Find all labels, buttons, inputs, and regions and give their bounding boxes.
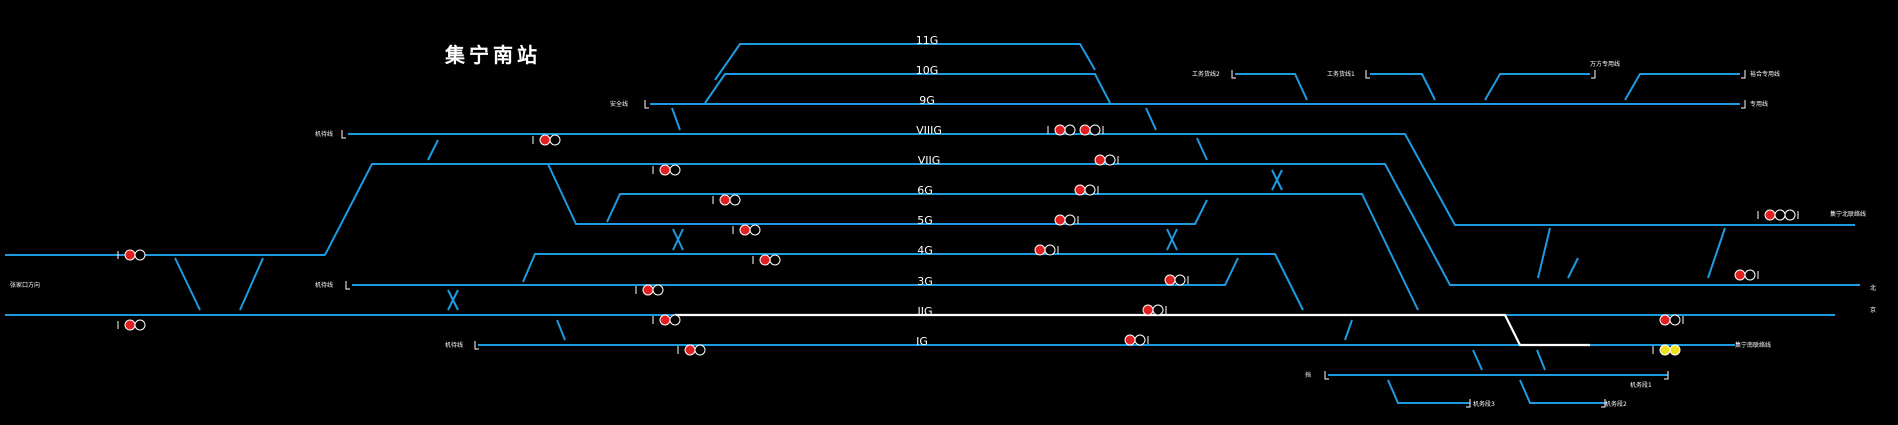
- signal-22[interactable]: [1047, 124, 1076, 136]
- label-zhuanyong: 专用线: [1750, 100, 1768, 108]
- label-10G: 10G: [916, 64, 939, 77]
- label-dang: 挡: [1305, 371, 1311, 379]
- line-labels: 安全线 机待线 机待线 机待线 张家口方向 工务货线2 工务货线1 万方专用线 …: [10, 60, 1876, 408]
- signal-11[interactable]: [1079, 124, 1104, 136]
- label-gongwu1: 工务货线1: [1327, 70, 1355, 78]
- track-VIIG[interactable]: [324, 163, 1860, 286]
- label-jidiao3: 机务段3: [1473, 400, 1495, 408]
- track-wanfang[interactable]: [1484, 73, 1590, 101]
- label-anquan: 安全线: [610, 100, 628, 108]
- signal-6[interactable]: [732, 224, 761, 236]
- signals: [117, 124, 1799, 356]
- label-6G: 6G: [917, 184, 933, 197]
- label-IG: IG: [916, 335, 928, 348]
- label-jidiao2: 机务段2: [1605, 400, 1627, 408]
- track-jidiao3[interactable]: [1387, 379, 1470, 404]
- label-4G: 4G: [917, 244, 933, 257]
- signal-20[interactable]: [1734, 269, 1759, 281]
- label-right-direction-top: 北: [1870, 284, 1876, 292]
- signal-8[interactable]: [635, 284, 664, 296]
- signal-1[interactable]: [117, 249, 146, 261]
- signal-4[interactable]: [652, 164, 681, 176]
- signal-16[interactable]: [1164, 274, 1189, 286]
- label-right-direction-bottom: 京: [1870, 306, 1876, 314]
- label-yuhe: 裕合专用线: [1750, 70, 1780, 78]
- signal-5[interactable]: [712, 194, 741, 206]
- label-left-dx1: 机待线: [315, 130, 333, 138]
- label-north-link: 集宁北联络线: [1830, 210, 1866, 218]
- label-IIG: IIG: [917, 305, 932, 318]
- label-south-link: 集宁南联络线: [1735, 341, 1771, 349]
- signal-18[interactable]: [1124, 334, 1149, 346]
- established-route: [675, 313, 1590, 347]
- label-VIIG: VIIG: [918, 154, 941, 167]
- track-VIIIG[interactable]: [348, 133, 1855, 226]
- signal-7[interactable]: [752, 254, 781, 266]
- track-labels: 11G 10G 9G VIIIG VIIG 6G 5G 4G 3G IIG IG: [916, 34, 942, 348]
- signal-10[interactable]: [677, 344, 706, 356]
- track-gongwu1[interactable]: [1370, 73, 1436, 101]
- track-5G[interactable]: [547, 163, 1208, 225]
- label-left-dx3: 机待线: [445, 341, 463, 349]
- signal-13[interactable]: [1074, 184, 1099, 196]
- label-left-direction: 张家口方向: [10, 281, 40, 289]
- track-11G[interactable]: [714, 43, 1096, 81]
- signal-24[interactable]: [1652, 344, 1681, 356]
- label-left-dx2: 机待线: [315, 281, 333, 289]
- label-3G: 3G: [917, 275, 933, 288]
- track-10G[interactable]: [704, 73, 1111, 104]
- label-jidiao1: 机务段1: [1630, 381, 1652, 389]
- label-5G: 5G: [917, 214, 933, 227]
- signal-12[interactable]: [1094, 154, 1119, 166]
- track-4G[interactable]: [522, 253, 1304, 311]
- label-wanfang: 万方专用线: [1590, 60, 1620, 68]
- track-network: [5, 43, 1860, 404]
- signal-15[interactable]: [1034, 244, 1059, 256]
- track-3G[interactable]: [352, 257, 1239, 286]
- track-yuhe[interactable]: [1624, 73, 1740, 101]
- signal-2[interactable]: [117, 319, 146, 331]
- track-6G[interactable]: [606, 193, 1419, 311]
- label-VIIIG: VIIIG: [916, 124, 942, 137]
- end-markers: [341, 70, 1746, 408]
- station-title: 集宁南站: [444, 43, 541, 67]
- signal-3[interactable]: [532, 134, 561, 146]
- label-11G: 11G: [916, 34, 939, 47]
- label-gongwu2: 工务货线2: [1192, 70, 1220, 78]
- signal-23[interactable]: [1757, 209, 1786, 221]
- signal-14[interactable]: [1054, 214, 1079, 226]
- label-9G: 9G: [919, 94, 935, 107]
- signal-9[interactable]: [652, 314, 681, 326]
- signal-21[interactable]: [1659, 314, 1684, 326]
- track-gongwu2[interactable]: [1235, 73, 1308, 101]
- signal-17[interactable]: [1142, 304, 1167, 316]
- track-jidiao2[interactable]: [1519, 379, 1605, 404]
